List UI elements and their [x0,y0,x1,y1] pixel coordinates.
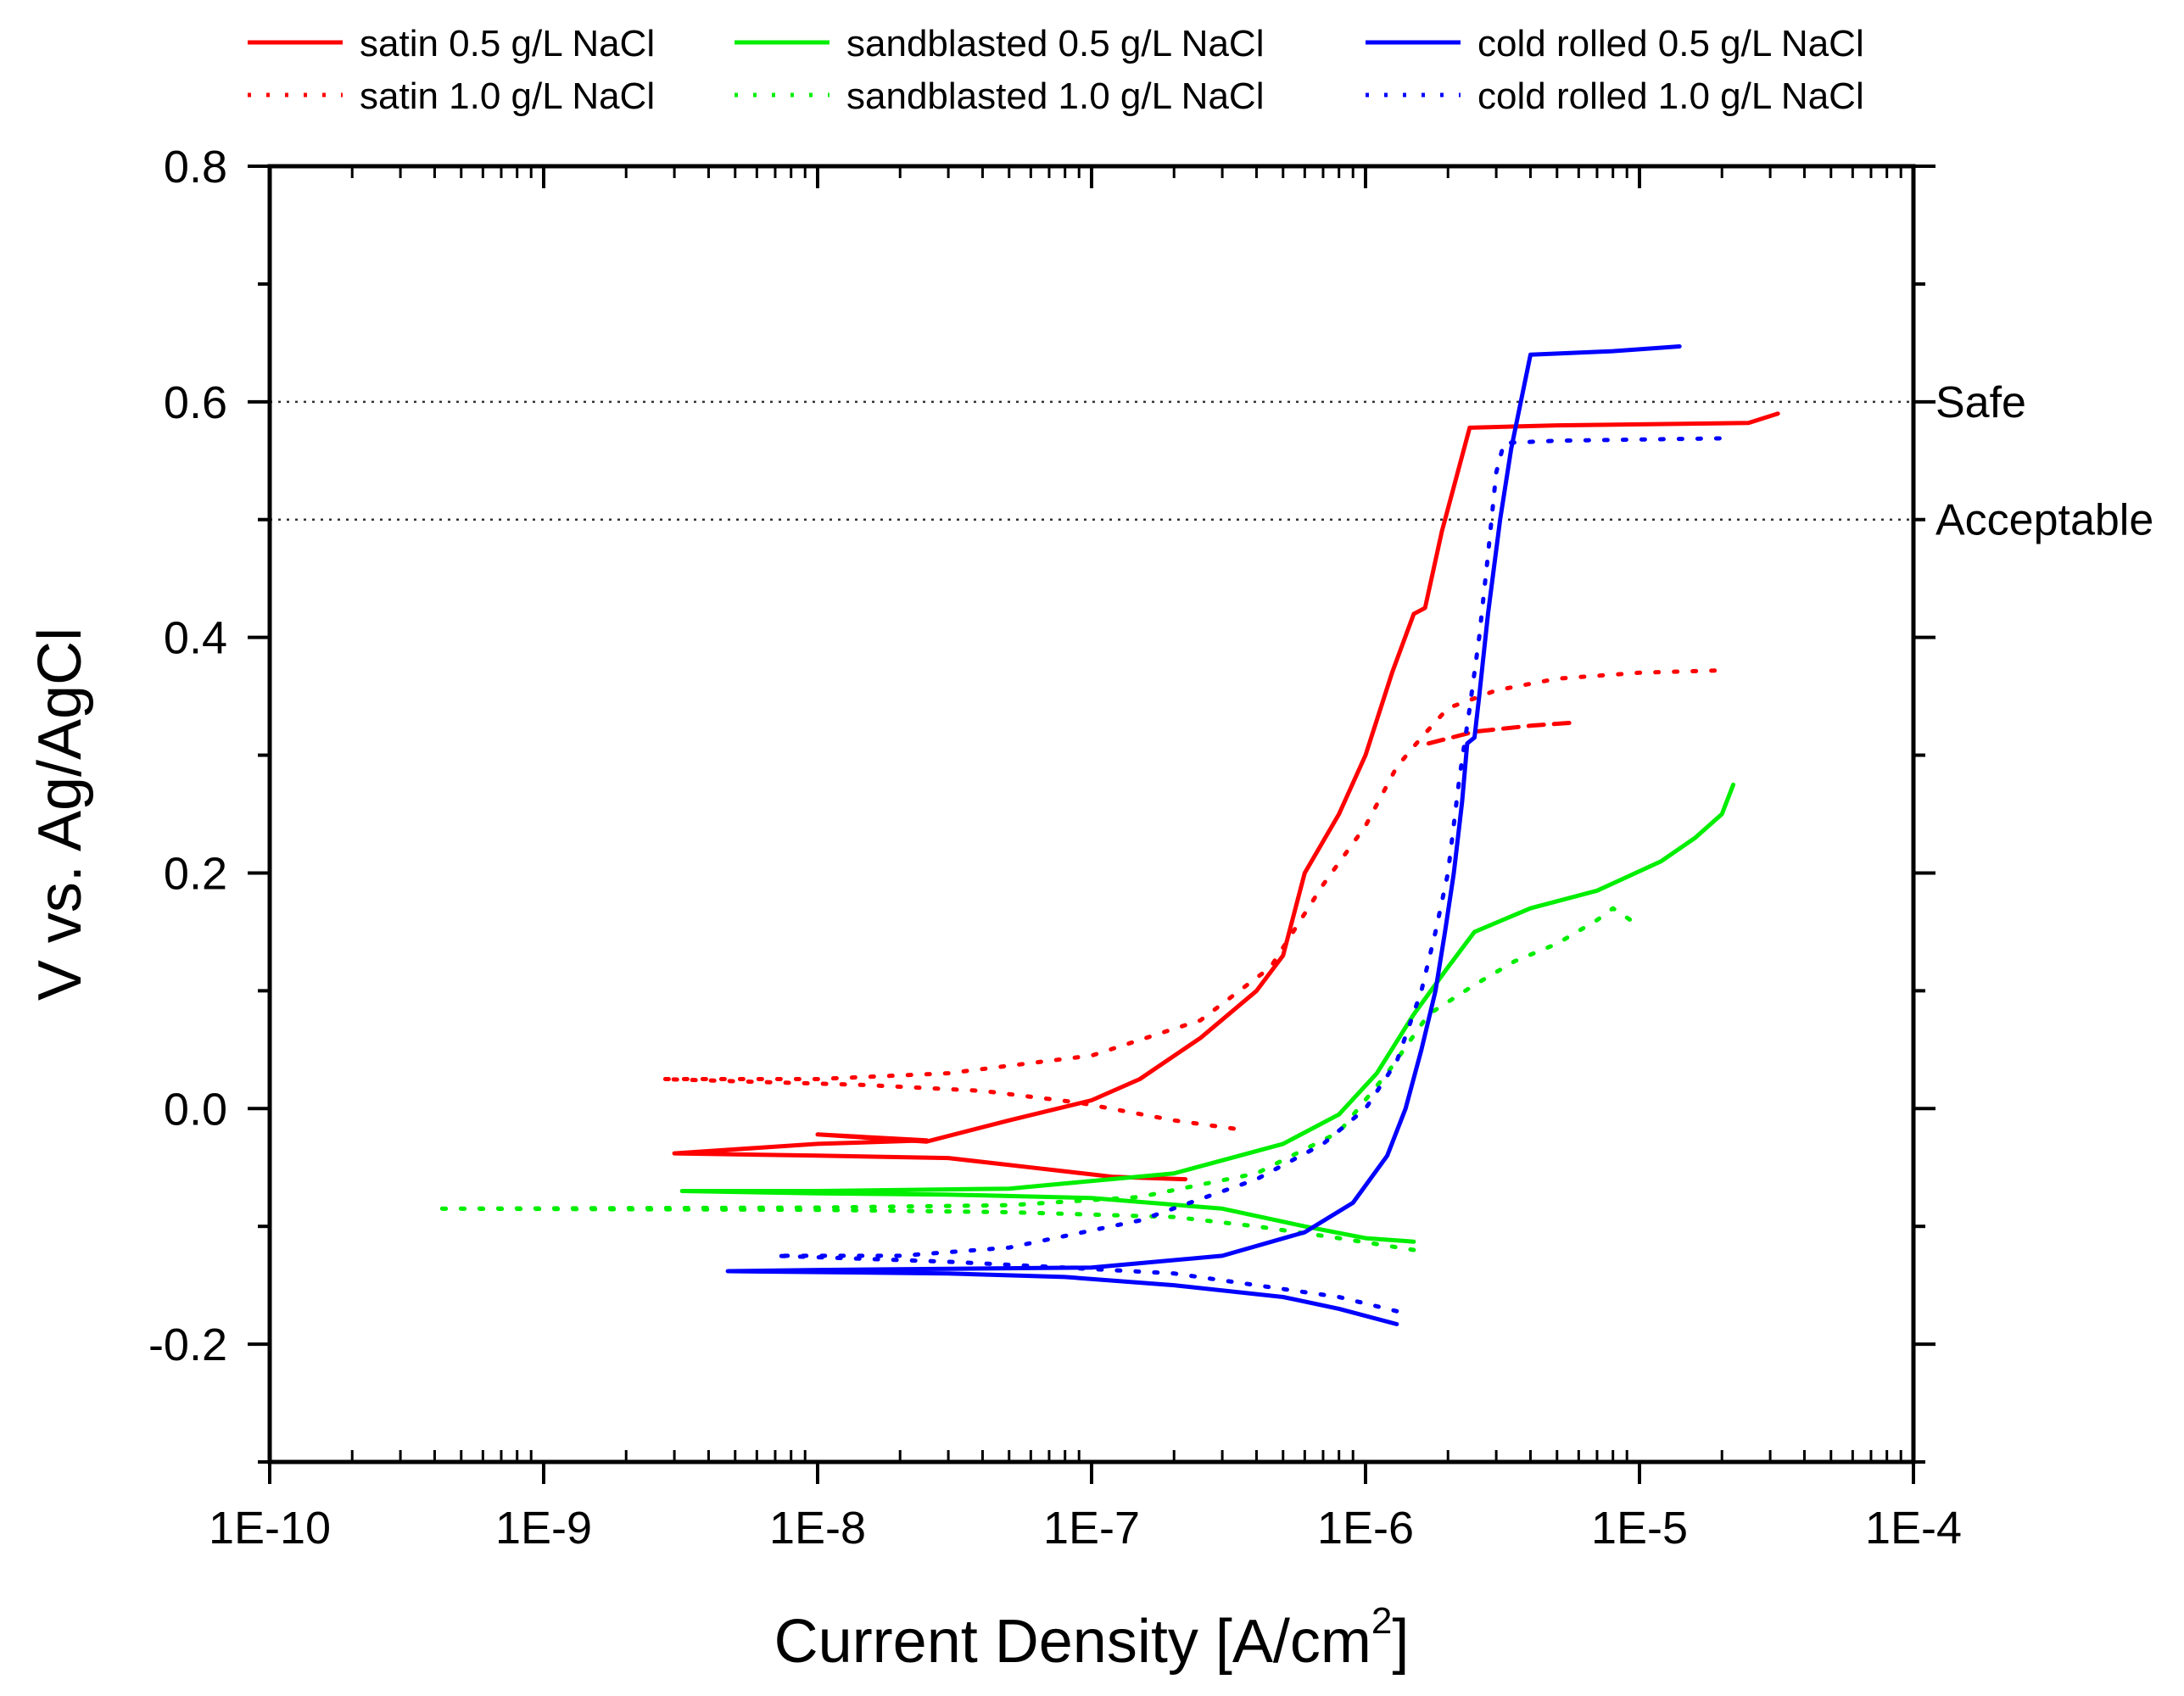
x-tick-label: 1E-4 [1865,1503,1962,1554]
legend-label: sandblasted 1.0 g/L NaCl [846,75,1264,117]
x-tick-label: 1E-10 [209,1503,331,1554]
series-line: satin 1.0 g/L NaCl (run 2) [1426,720,1581,746]
x-axis-title-main: Current Density [A/cm [774,1608,1371,1676]
x-tick-label: 1E-9 [495,1503,592,1554]
series-line: sandblasted 0.5 g/L NaCl [679,782,1736,1244]
legend-label: sandblasted 0.5 g/L NaCl [846,23,1264,64]
legend: satin 0.5 g/L NaCl sandblasted 0.5 g/L Na… [248,23,1864,117]
x-tick-label: 1E-6 [1317,1503,1414,1554]
y-axis-title: V vs. Ag/AgCl [26,628,94,1001]
x-tick-label: 1E-8 [769,1503,866,1554]
series-line: satin 0.5 g/L NaCl [672,411,1780,1182]
legend-label: cold rolled 0.5 g/L NaCl [1477,23,1864,64]
reference-lines: Safe Acceptable [270,378,2153,545]
x-tick-label: 1E-7 [1043,1503,1140,1554]
x-axis-title: Current Density [A/cm2] [774,1600,1410,1676]
y-tick-label: 0.4 [164,613,227,664]
x-axis-title-end: ] [1392,1608,1409,1676]
reference-line-label: Safe [1935,378,2026,427]
series-line: cold rolled 1.0 g/L NaCl [773,436,1724,1314]
x-tick-label: 1E-5 [1591,1503,1688,1554]
y-tick-label: 0.2 [164,848,227,899]
y-tick-label: -0.2 [148,1319,227,1370]
series-line: sandblasted 1.0 g/L NaCl [433,906,1642,1252]
y-tick-label: 0.6 [164,377,227,428]
reference-line-label: Acceptable [1935,496,2153,545]
y-tick-label: 0.0 [164,1084,227,1135]
series-line: satin 1.0 g/L NaCl [659,668,1724,1131]
axes: 1E-10 1E-9 1E-8 1E-7 1E-6 1E-5 1E-4 -0.2 0.0 0.2 0… [148,142,1962,1554]
legend-label: satin 1.0 g/L NaCl [360,75,655,117]
legend-label: cold rolled 1.0 g/L NaCl [1477,75,1864,117]
x-axis-title-sup: 2 [1371,1600,1392,1642]
legend-label: satin 0.5 g/L NaCl [360,23,655,64]
y-tick-label: 0.8 [164,142,227,192]
series-line: cold rolled 0.5 g/L NaCl [725,344,1682,1326]
